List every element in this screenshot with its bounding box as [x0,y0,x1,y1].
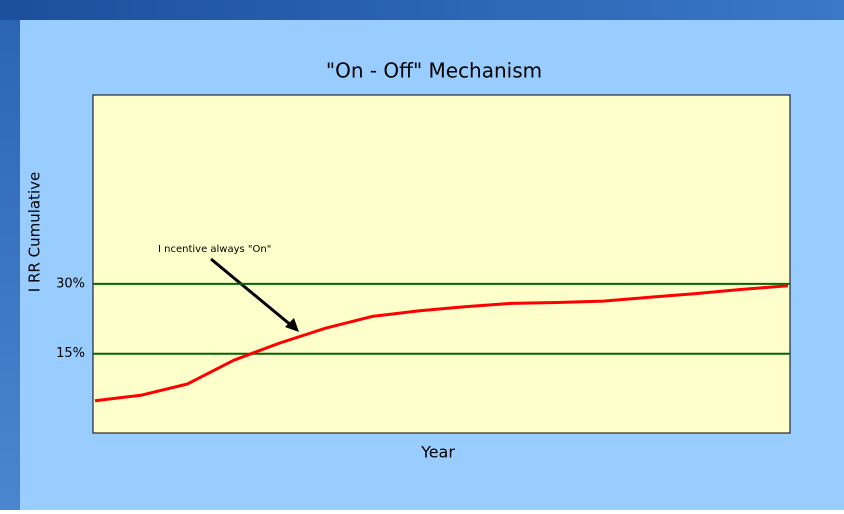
annotation: I ncentive always "On" [158,244,271,255]
series-line [94,284,789,403]
y-tick-label: 30% [56,276,85,291]
annotation-arrow [210,257,293,328]
chart-title: "On - Off" Mechanism [326,59,542,83]
annotation-arrowhead [285,318,299,332]
y-axis-label: I RR Cumulative [26,172,44,292]
y-tick-label: 15% [56,346,85,361]
plot-area [92,94,791,434]
x-axis-label: Year [420,443,455,462]
top-band [0,0,844,20]
